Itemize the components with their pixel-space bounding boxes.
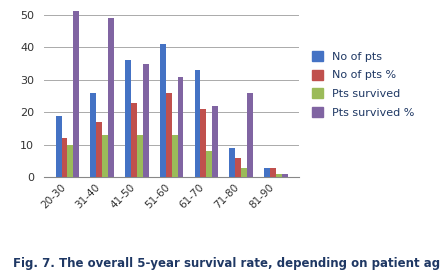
Bar — [177, 76, 183, 177]
Bar — [96, 122, 102, 177]
Bar — [102, 135, 108, 177]
Bar — [282, 174, 288, 177]
Bar — [90, 93, 96, 177]
Bar — [160, 44, 166, 177]
Bar — [212, 106, 218, 177]
Bar — [143, 64, 149, 177]
Bar — [201, 109, 206, 177]
Bar — [55, 115, 62, 177]
Bar — [194, 70, 201, 177]
Bar — [206, 152, 212, 177]
Bar — [108, 18, 114, 177]
Bar — [229, 148, 235, 177]
Bar — [137, 135, 143, 177]
Bar — [172, 135, 177, 177]
Bar — [276, 174, 282, 177]
Bar — [235, 158, 241, 177]
Bar — [73, 11, 79, 177]
Bar — [62, 138, 67, 177]
Bar — [264, 168, 270, 177]
Bar — [247, 93, 253, 177]
Legend: No of pts, No of pts %, Pts survived, Pts survived %: No of pts, No of pts %, Pts survived, Pt… — [307, 47, 418, 122]
Bar — [166, 93, 172, 177]
Bar — [125, 60, 131, 177]
Bar — [270, 168, 276, 177]
Bar — [131, 103, 137, 177]
Bar — [241, 168, 247, 177]
Bar — [67, 145, 73, 177]
Text: Fig. 7. The overall 5-year survival rate, depending on patient age: Fig. 7. The overall 5-year survival rate… — [13, 257, 440, 270]
